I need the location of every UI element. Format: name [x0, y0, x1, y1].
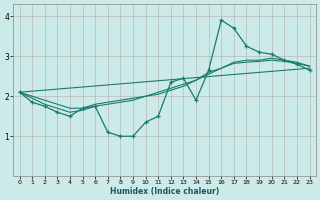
X-axis label: Humidex (Indice chaleur): Humidex (Indice chaleur): [110, 187, 219, 196]
